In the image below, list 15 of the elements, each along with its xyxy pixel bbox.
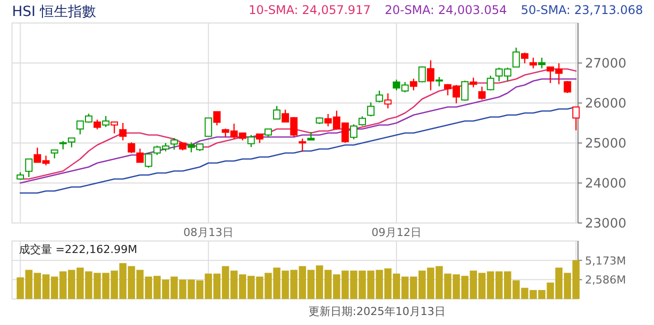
chart-title: 成交量 =222,162.99M — [19, 243, 138, 256]
y-tick-label: 2,586M — [585, 274, 626, 287]
text: 更新日期:2025年10月13日 — [308, 305, 446, 318]
text: 20-SMA: 24,003.054 — [384, 3, 507, 17]
x-tick-label: 09月12日 — [371, 226, 422, 239]
x-tick-label: 08月13日 — [183, 226, 234, 239]
y-tick-label: 24000 — [585, 176, 626, 192]
y-tick-label: 5,173M — [585, 254, 626, 268]
text: 10-SMA: 24,057.917 — [248, 3, 371, 17]
text: 50-SMA: 23,713.068 — [520, 3, 643, 17]
y-tick-label: 25000 — [585, 136, 626, 152]
y-tick-label: 27000 — [585, 56, 626, 72]
y-tick-label: 26000 — [585, 96, 626, 112]
y-tick-label: 23000 — [585, 216, 626, 232]
chart-title: HSI 恒生指數 — [12, 4, 96, 20]
